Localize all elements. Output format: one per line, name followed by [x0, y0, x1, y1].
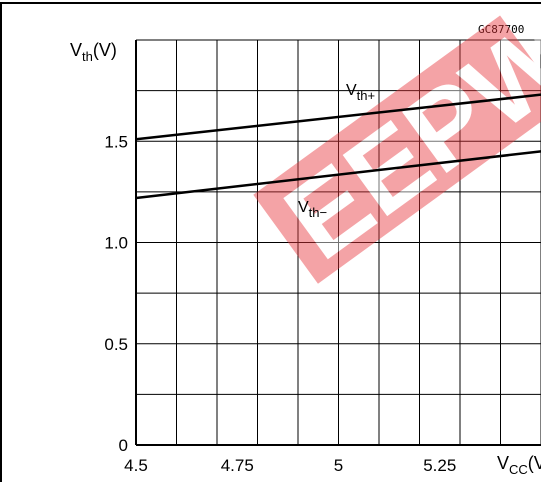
- series-line-th-plus: [135, 93, 541, 141]
- series-line-th-minus: [135, 150, 541, 200]
- x-tick-labels: 4.5 4.75 5 5.25: [124, 456, 456, 475]
- watermark-logo: EEPW: [253, 0, 541, 284]
- grid: [135, 39, 541, 446]
- series-group: [135, 93, 541, 200]
- y-tick-label: 0.5: [104, 335, 128, 354]
- watermark-band: [253, 15, 541, 284]
- x-tick-label: 4.75: [221, 456, 254, 475]
- figure-code: GC87700: [478, 23, 524, 36]
- x-tick-label: 5.25: [423, 456, 456, 475]
- series-label-th-minus: Vth−: [298, 199, 327, 220]
- y-tick-label: 1.5: [104, 132, 128, 151]
- y-tick-label: 0: [119, 436, 128, 455]
- y-tick-label: 1.0: [104, 234, 128, 253]
- x-tick-label: 4.5: [124, 456, 148, 475]
- y-axis-title: Vth(V): [70, 40, 117, 64]
- x-tick-label: 5: [334, 456, 343, 475]
- series-label-th-plus: Vth+: [346, 82, 375, 103]
- x-axis-title: VCC(V): [497, 453, 541, 477]
- y-tick-labels: 0 0.5 1.0 1.5: [104, 132, 128, 455]
